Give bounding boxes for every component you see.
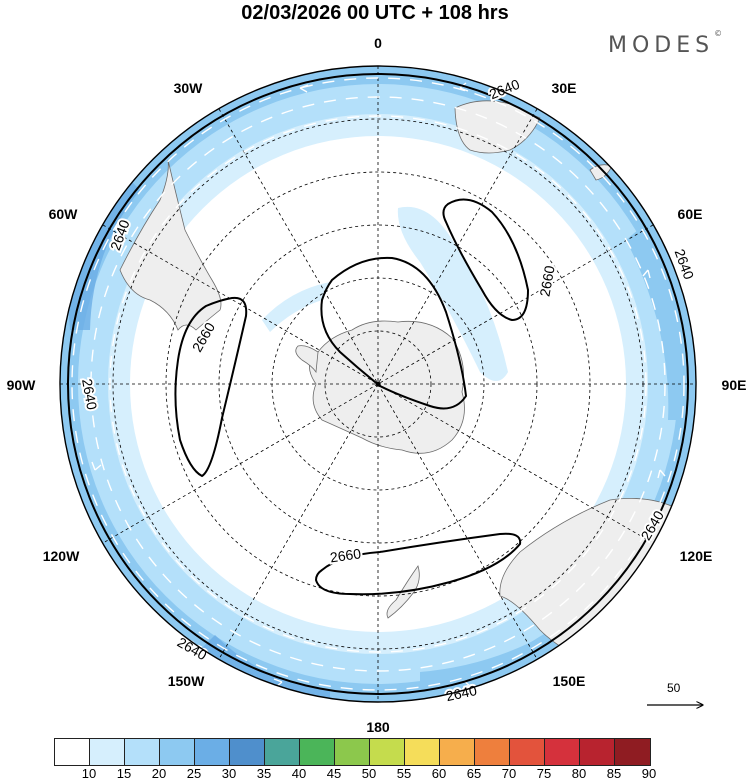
lon-label-60e: 60E [677, 206, 703, 222]
colorbar-swatch [335, 739, 370, 765]
lon-label-30e: 30E [551, 80, 577, 96]
contour-2640-inner [320, 256, 468, 410]
lon-label-180: 180 [366, 719, 390, 735]
contour-2660-east [442, 198, 530, 322]
lon-label-90w: 90W [6, 377, 36, 393]
colorbar-swatch [475, 739, 510, 765]
colorbar-swatch [615, 739, 650, 765]
colorbar-tick-label: 50 [361, 766, 377, 781]
colorbar-tick-label: 65 [466, 766, 482, 781]
colorbar-swatch [440, 739, 475, 765]
colorbar-tick-label: 55 [396, 766, 412, 781]
colorbar-tick-label: 45 [326, 766, 342, 781]
contour-2660-south [314, 532, 522, 596]
colorbar-tick-label: 70 [501, 766, 517, 781]
colorbar-swatch [230, 739, 265, 765]
brand-name: MODES [608, 33, 715, 58]
lon-label-90e: 90E [721, 377, 747, 393]
brand-mark: © [714, 29, 723, 38]
contour-2640-outer [67, 73, 689, 695]
colorbar-tick-label: 80 [571, 766, 587, 781]
lon-label-120w: 120W [42, 548, 80, 564]
wind-streamlines [71, 77, 685, 691]
south-pole-point [375, 381, 381, 387]
colorbar-swatch [265, 739, 300, 765]
antarctica [309, 320, 465, 454]
colorbar-tick-label: 10 [81, 766, 97, 781]
map-title: 02/03/2026 00 UTC + 108 hrs [241, 2, 509, 24]
antarctic-peninsula [295, 345, 319, 374]
colorbar-ticks: 10 15 20 25 30 35 40 45 50 55 60 65 70 75 80 85 90 [54, 766, 750, 782]
colorbar-tick-label: 15 [116, 766, 132, 781]
colorbar-swatch [160, 739, 195, 765]
lon-label-60w: 60W [48, 206, 78, 222]
colorbar-swatch [125, 739, 160, 765]
colorbar-swatch [405, 739, 440, 765]
south-america [119, 159, 222, 331]
contour-2660-west [174, 296, 248, 478]
map-boundary [59, 65, 697, 703]
colorbar-tick-label: 85 [606, 766, 622, 781]
colorbar-swatch [195, 739, 230, 765]
colorbar-tick-label: 60 [431, 766, 447, 781]
height-contours [67, 73, 689, 695]
wind-scale-label: 50 [667, 681, 681, 695]
lon-label-120e: 120E [679, 548, 713, 564]
colorbar-tick-label: 90 [641, 766, 657, 781]
colorbar [54, 738, 651, 766]
colorbar-tick-label: 20 [151, 766, 167, 781]
colorbar-swatch [300, 739, 335, 765]
lon-label-30w: 30W [173, 80, 203, 96]
brand-logo: MODES© [608, 29, 722, 58]
colorbar-tick-label: 75 [536, 766, 552, 781]
colorbar-tick-label: 30 [221, 766, 237, 781]
colorbar-tick-label: 25 [186, 766, 202, 781]
colorbar-tick-label: 35 [256, 766, 272, 781]
colorbar-swatch [510, 739, 545, 765]
colorbar-swatch [580, 739, 615, 765]
colorbar-swatch [90, 739, 125, 765]
lon-label-0: 0 [374, 35, 382, 51]
lon-label-150w: 150W [167, 673, 205, 689]
colorbar-swatch [370, 739, 405, 765]
colorbar-tick-label: 40 [291, 766, 307, 781]
lon-label-150e: 150E [552, 673, 586, 689]
colorbar-swatch [545, 739, 580, 765]
colorbar-swatch [55, 739, 90, 765]
